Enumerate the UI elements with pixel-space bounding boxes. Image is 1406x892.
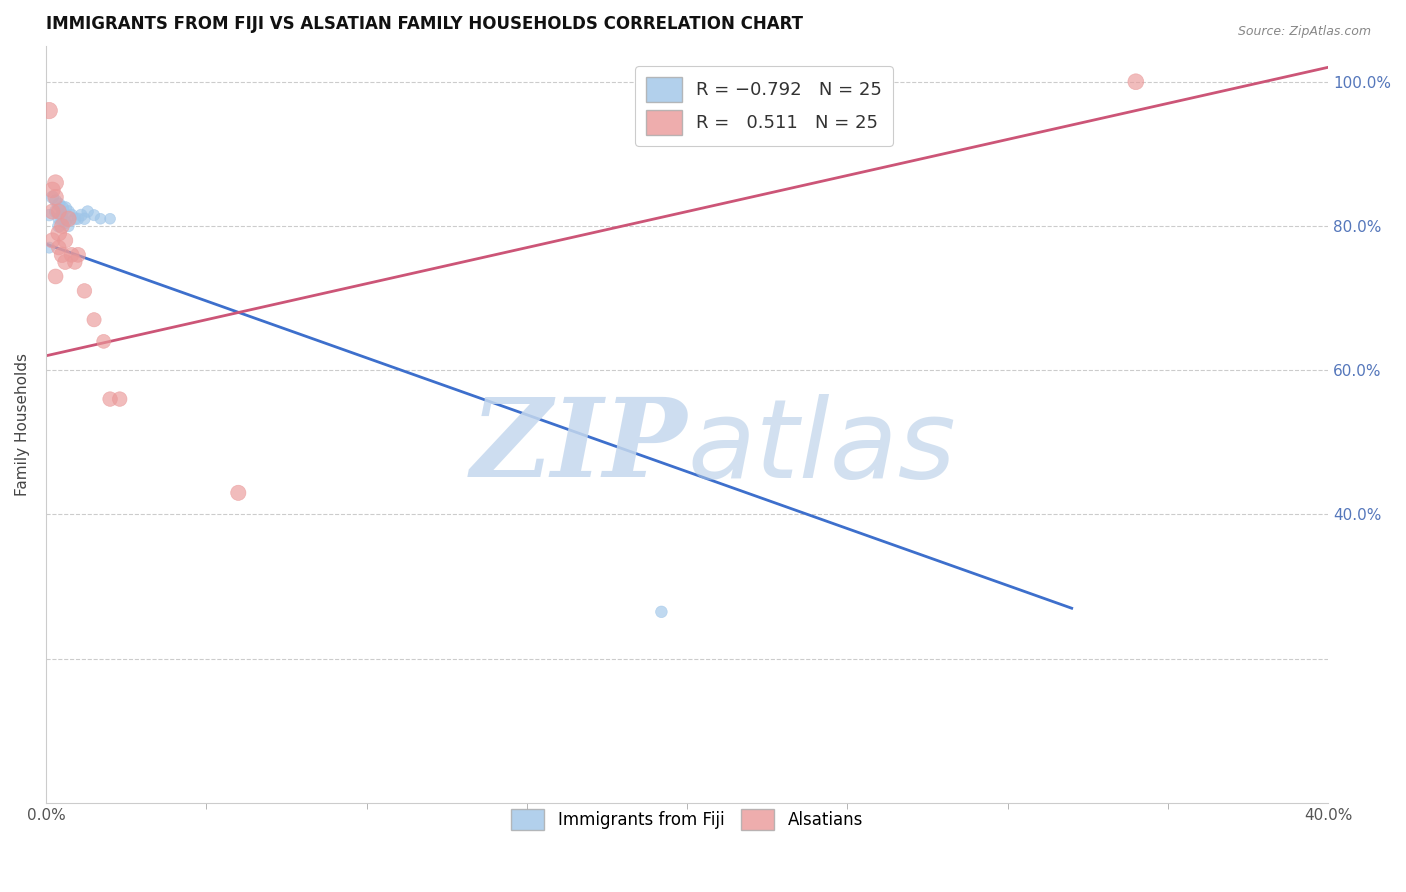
Point — [41, 190, 63, 204]
Point — [45, 176, 67, 190]
Point — [83, 312, 105, 326]
Point — [73, 284, 96, 298]
Point — [53, 255, 76, 269]
Point — [41, 183, 63, 197]
Point — [48, 226, 70, 240]
Text: IMMIGRANTS FROM FIJI VS ALSATIAN FAMILY HOUSEHOLDS CORRELATION CHART: IMMIGRANTS FROM FIJI VS ALSATIAN FAMILY … — [46, 15, 803, 33]
Point — [108, 392, 131, 406]
Point — [45, 269, 67, 284]
Y-axis label: Family Households: Family Households — [15, 353, 30, 496]
Point — [66, 248, 89, 262]
Point — [48, 204, 70, 219]
Point — [53, 234, 76, 248]
Point — [51, 211, 73, 226]
Point — [98, 211, 121, 226]
Point — [45, 194, 67, 208]
Point — [38, 103, 60, 118]
Point — [53, 215, 76, 229]
Point — [1125, 75, 1147, 89]
Point — [51, 219, 73, 233]
Point — [226, 485, 249, 500]
Point — [48, 197, 70, 211]
Point — [58, 211, 80, 226]
Point — [48, 219, 70, 233]
Text: Source: ZipAtlas.com: Source: ZipAtlas.com — [1237, 25, 1371, 38]
Point — [58, 204, 80, 219]
Point — [76, 204, 98, 219]
Point — [650, 605, 672, 619]
Point — [38, 208, 60, 222]
Point — [89, 211, 111, 226]
Point — [48, 211, 70, 226]
Point — [41, 204, 63, 219]
Point — [98, 392, 121, 406]
Point — [53, 201, 76, 215]
Point — [63, 255, 86, 269]
Point — [70, 208, 93, 222]
Legend: Immigrants from Fiji, Alsatians: Immigrants from Fiji, Alsatians — [505, 803, 870, 837]
Point — [60, 248, 83, 262]
Point — [73, 211, 96, 226]
Point — [51, 248, 73, 262]
Text: ZIP: ZIP — [471, 393, 688, 500]
Point — [45, 204, 67, 219]
Point — [41, 234, 63, 248]
Point — [60, 208, 83, 222]
Point — [45, 190, 67, 204]
Point — [51, 201, 73, 215]
Point — [63, 211, 86, 226]
Point — [38, 241, 60, 255]
Point — [83, 208, 105, 222]
Point — [51, 208, 73, 222]
Point — [93, 334, 115, 349]
Text: atlas: atlas — [688, 393, 956, 500]
Point — [58, 219, 80, 233]
Point — [48, 241, 70, 255]
Point — [66, 211, 89, 226]
